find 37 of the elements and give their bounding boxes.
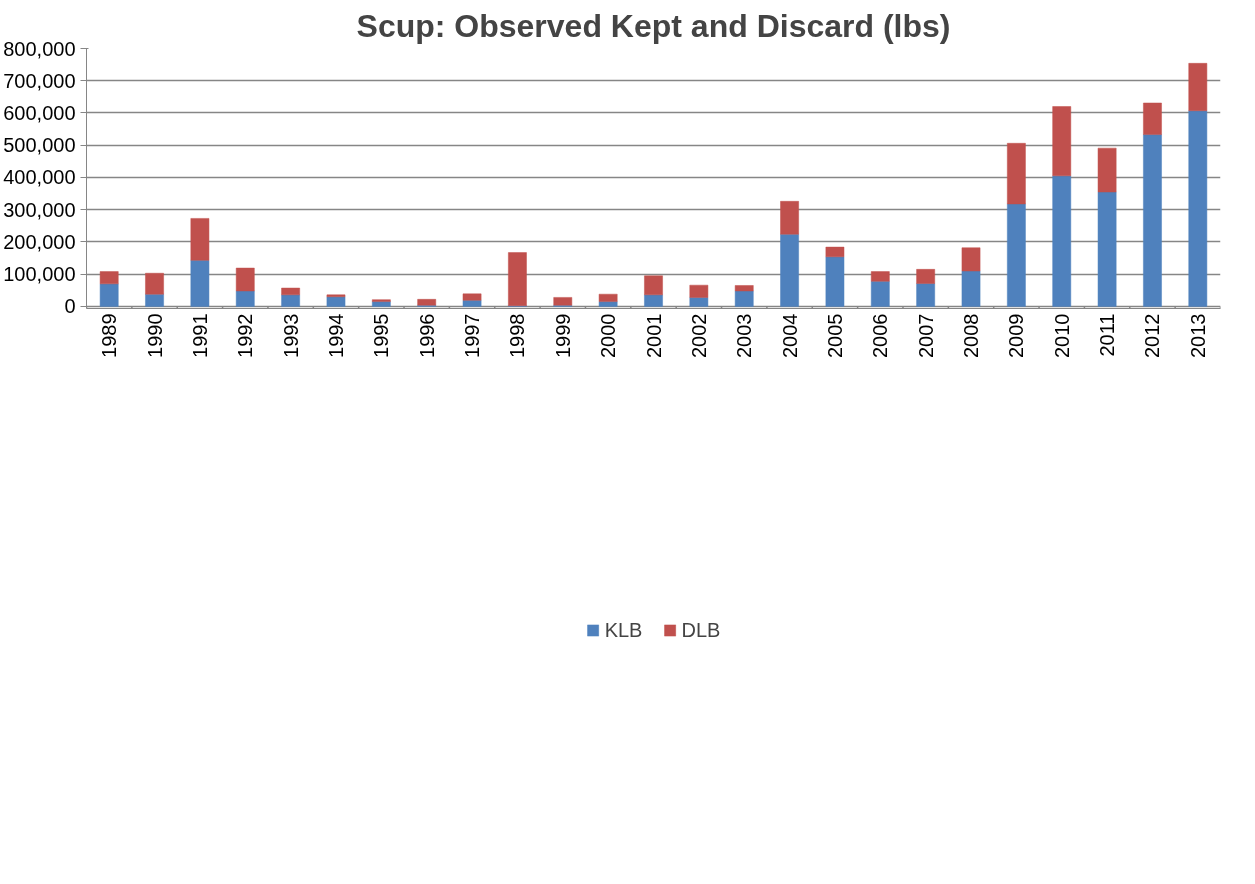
chart-title: Scup: Observed Kept and Discard (lbs) [356,7,951,44]
y-tick-label: 600,000 [3,101,76,124]
y-tick-label: 200,000 [3,230,76,253]
x-tick-label: 2009 [1005,313,1028,358]
x-tick-label: 1995 [370,313,393,358]
y-tick-label: 500,000 [3,134,76,157]
x-tick-label: 1992 [234,313,257,358]
x-tick-label: 2013 [1186,313,1209,358]
x-tick-label: 2010 [1050,313,1073,358]
y-tick-label: 0 [64,295,76,318]
x-tick-label: 1999 [551,313,574,358]
legend-label: DLB [681,618,721,642]
x-tick-label: 1993 [279,313,302,358]
legend-label: KLB [604,618,643,642]
y-tick-label: 800,000 [3,37,76,60]
y-tick-label: 700,000 [3,69,76,92]
x-tick-label: 2011 [1096,313,1119,357]
x-tick-label: 2007 [914,313,937,358]
x-tick-label: 2003 [733,313,756,358]
x-tick-label: 2006 [869,313,892,358]
x-tick-label: 1989 [98,313,121,358]
x-tick-label: 1994 [324,313,347,358]
x-tick-label: 2004 [778,313,801,358]
x-tick-label: 2005 [823,313,846,358]
x-tick-label: 1991 [188,313,211,358]
x-tick-label: 1997 [461,313,484,358]
y-tick-label: 300,000 [3,198,76,221]
x-tick-label: 2000 [597,313,620,358]
x-tick-label: 2008 [960,313,983,358]
x-tick-label: 1990 [143,313,166,358]
x-tick-label: 2001 [642,313,665,358]
x-tick-label: 2012 [1141,313,1164,358]
x-tick-label: 1998 [506,313,529,358]
x-tick-label: 2002 [687,313,710,358]
y-tick-label: 100,000 [3,263,76,286]
y-tick-label: 400,000 [3,166,76,189]
x-tick-label: 1996 [415,313,438,358]
